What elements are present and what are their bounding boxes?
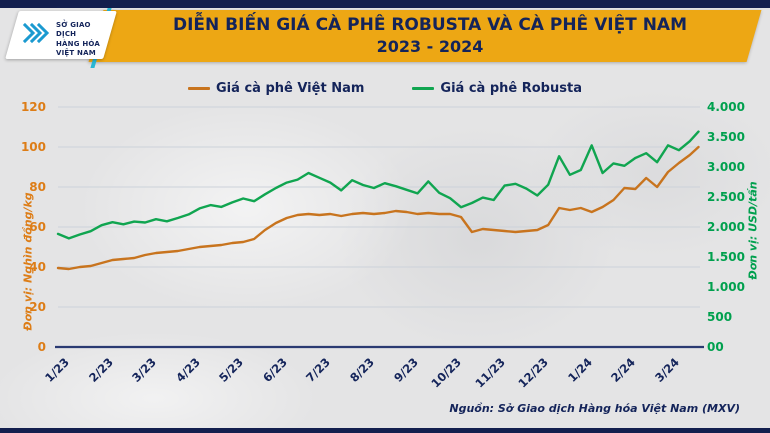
left-axis-unit-label: Đơn vị: Nghìn đồng/kg — [21, 192, 35, 331]
legend-line-swatch — [412, 86, 435, 90]
right-axis-tick-label: 500 — [707, 310, 733, 324]
legend-item-vietnam: Giá cà phê Việt Nam — [188, 81, 364, 96]
right-axis-tick-label: 2.000 — [707, 220, 745, 234]
bottom-navy-strip — [0, 428, 770, 433]
left-axis-tick-label: 0 — [37, 340, 46, 354]
left-axis-tick-label: 20 — [29, 300, 46, 314]
title-line-2: 2023 - 2024 — [376, 36, 484, 56]
mxv-chevron-icon — [22, 18, 52, 52]
left-axis-tick-label: 100 — [20, 140, 46, 154]
legend-line-swatch — [188, 86, 211, 90]
series-line-vietnam — [56, 145, 700, 271]
left-axis-tick-label: 80 — [29, 180, 46, 194]
page-title: DIỄN BIẾN GIÁ CÀ PHÊ ROBUSTA VÀ CÀ PHÊ V… — [130, 12, 730, 60]
source-attribution: Nguồn: Sở Giao dịch Hàng hóa Việt Nam (M… — [449, 402, 740, 415]
legend-label: Giá cà phê Việt Nam — [216, 80, 365, 96]
right-axis-tick-label: 00 — [707, 340, 724, 354]
right-axis-tick-label: 3.000 — [707, 160, 745, 174]
title-line-1: DIỄN BIẾN GIÁ CÀ PHÊ ROBUSTA VÀ CÀ PHÊ V… — [172, 15, 688, 36]
right-axis-tick-label: 1.000 — [707, 280, 745, 294]
right-axis-tick-label: 4.000 — [707, 100, 745, 114]
series-line-robusta — [56, 130, 700, 240]
mxv-logo: ™ SỞ GIAO DỊCH HÀNG HÓA VIỆT NAM — [5, 6, 117, 59]
right-axis-tick-label: 1.500 — [707, 250, 745, 264]
left-axis-tick-label: 120 — [20, 100, 46, 114]
left-axis-tick-label: 40 — [29, 260, 46, 274]
top-navy-strip — [0, 0, 770, 8]
legend-item-robusta: Giá cà phê Robusta — [412, 81, 582, 96]
legend-label: Giá cà phê Robusta — [440, 80, 582, 96]
legend: Giá cà phê Việt Nam Giá cà phê Robusta — [0, 78, 770, 98]
right-axis-tick-label: 2.500 — [707, 190, 745, 204]
left-axis-tick-label: 60 — [29, 220, 46, 234]
right-axis-tick-label: 3.500 — [707, 130, 745, 144]
right-axis-unit-label: Đơn vị: USD/tấn — [746, 181, 760, 280]
